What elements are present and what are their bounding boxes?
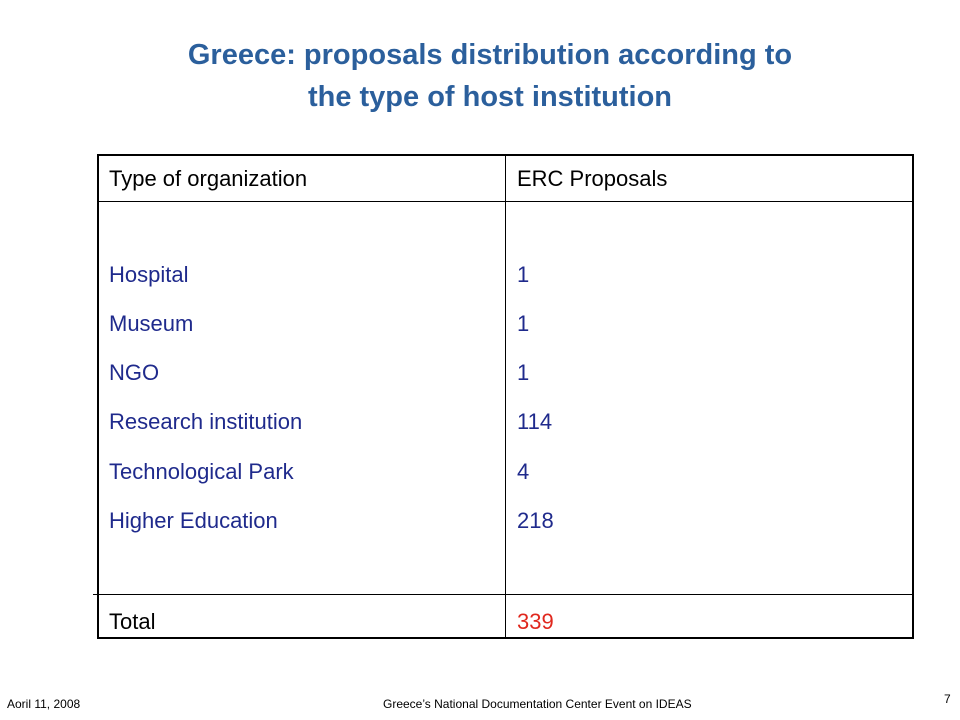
table-row-proposals: 1 xyxy=(517,311,530,336)
table-header-type: Type of organization xyxy=(109,166,308,191)
footer-date: Aoril 11, 2008 xyxy=(7,697,81,711)
table-row-type: Research institution xyxy=(109,409,303,434)
table-header-divider xyxy=(97,201,914,202)
slide-title-line-2: the type of host institution xyxy=(307,81,673,113)
slide-title: Greece: proposals distribution according… xyxy=(60,34,920,118)
table-row-type: NGO xyxy=(109,360,160,385)
table-row-proposals: 1 xyxy=(517,360,530,385)
table-column-divider xyxy=(505,154,506,639)
table-border-left xyxy=(97,154,99,595)
slide-title-line-1: Greece: proposals distribution according… xyxy=(187,39,793,71)
footer-event-title: Greece’s National Documentation Center E… xyxy=(383,697,692,711)
table-row-proposals: 218 xyxy=(517,508,554,533)
table-total-label: Total xyxy=(109,609,156,634)
table-row-proposals: 114 xyxy=(517,409,553,434)
table-total-value: 339 xyxy=(517,609,554,634)
table-row-proposals: 4 xyxy=(517,459,530,484)
table-row-type: Technological Park xyxy=(109,459,294,484)
table-row-proposals: 1 xyxy=(517,262,530,287)
table-row-type: Museum xyxy=(109,311,194,336)
table-border-left-lower xyxy=(97,594,99,639)
slide-page-number: 7 xyxy=(944,692,951,706)
table-header-proposals: ERC Proposals xyxy=(517,166,668,191)
table-row-type: Hospital xyxy=(109,262,189,287)
table-row-type: Higher Education xyxy=(109,508,278,533)
table-total-divider xyxy=(93,594,914,595)
